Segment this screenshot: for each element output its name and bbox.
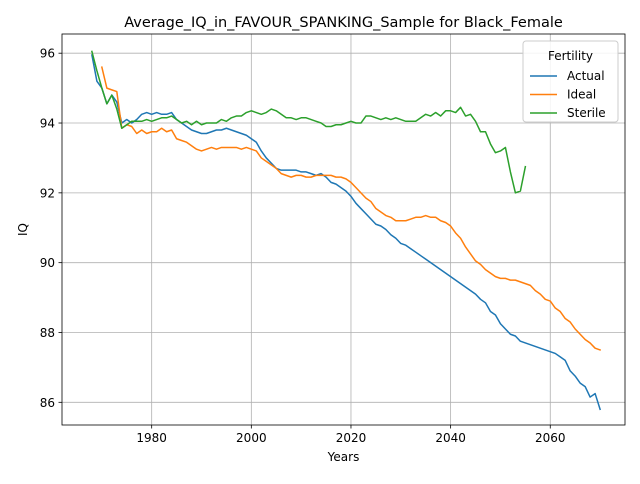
y-tick-label: 88 <box>40 326 55 340</box>
legend-box <box>522 40 619 123</box>
y-tick-label: 96 <box>40 47 55 61</box>
x-tick-label: 1980 <box>136 431 167 445</box>
x-tick-label: 2020 <box>336 431 367 445</box>
y-tick-label: 86 <box>40 396 55 410</box>
series-line-ideal <box>100 66 602 351</box>
x-axis-ticks: 1980 2000 2020 2040 2060 <box>136 425 566 445</box>
y-tick-label: 90 <box>40 256 55 270</box>
x-tick-label: 2060 <box>535 431 566 445</box>
legend-title: Fertility <box>548 49 593 63</box>
x-tick-label: 2000 <box>236 431 267 445</box>
legend-label-ideal: Ideal <box>567 88 596 102</box>
legend-items: Actual Ideal Sterile <box>530 69 606 120</box>
legend-label-actual: Actual <box>567 69 605 83</box>
x-axis-label: Years <box>327 450 360 464</box>
y-tick-label: 94 <box>40 117 55 131</box>
series-line-sterile <box>90 50 527 194</box>
legend: Fertility Actual Ideal Sterile <box>522 40 619 123</box>
y-tick-label: 92 <box>40 186 55 200</box>
legend-label-sterile: Sterile <box>567 106 606 120</box>
x-tick-label: 2040 <box>435 431 466 445</box>
y-axis-ticks: 86 88 90 92 94 96 <box>40 47 62 410</box>
chart-title: Average_IQ_in_FAVOUR_SPANKING_Sample for… <box>124 15 563 31</box>
y-axis-label: IQ <box>16 223 30 236</box>
series-lines <box>90 50 602 411</box>
plot-frame <box>61 33 626 426</box>
